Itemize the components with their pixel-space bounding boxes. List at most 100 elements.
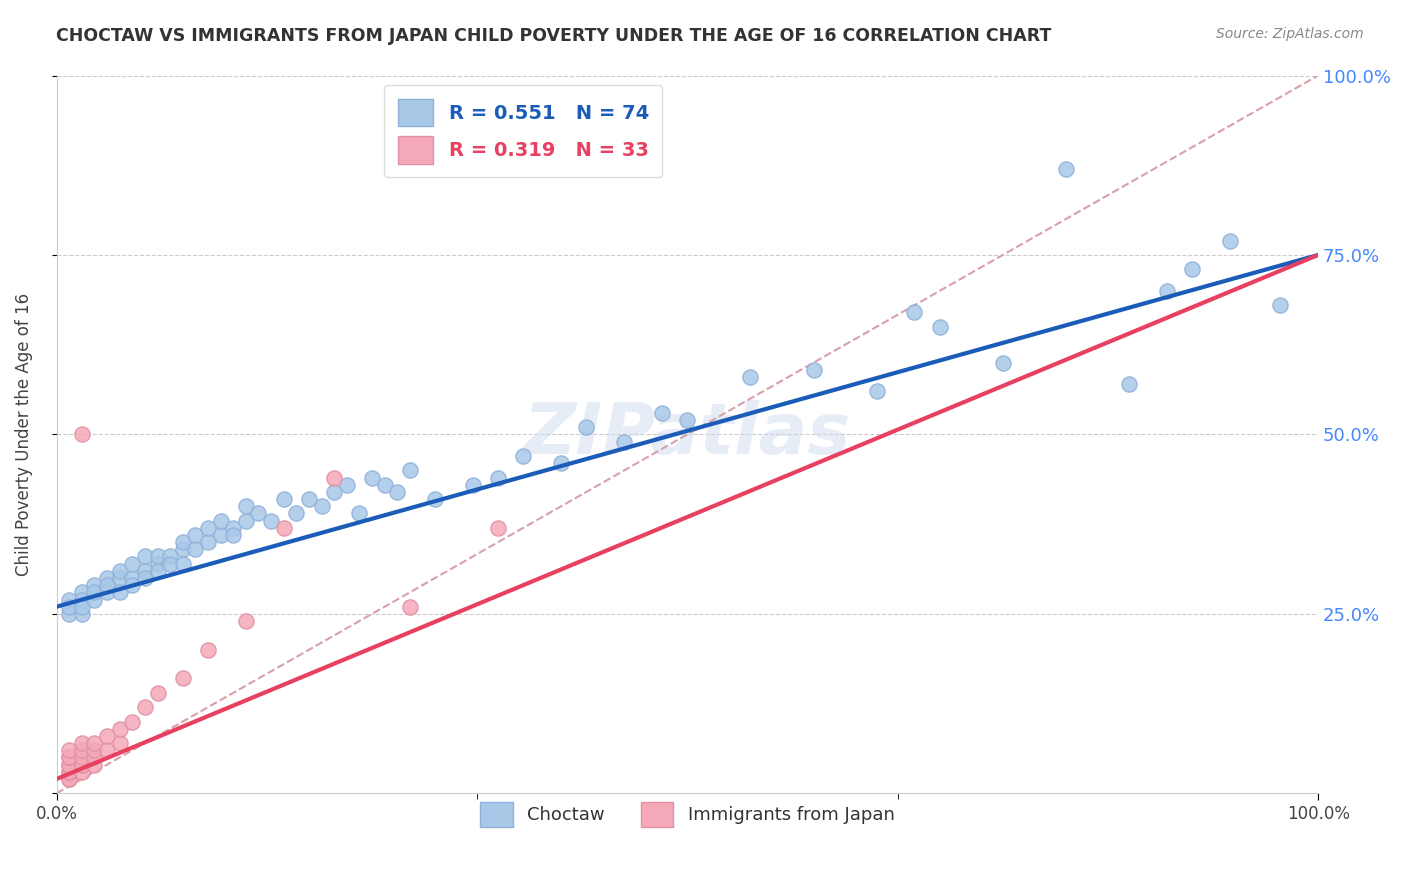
- Point: [70, 750, 93, 764]
- Point: [96, 571, 118, 585]
- Point: [613, 434, 636, 449]
- Point: [83, 757, 105, 772]
- Point: [58, 607, 80, 621]
- Point: [70, 607, 93, 621]
- Point: [260, 514, 283, 528]
- Point: [486, 521, 509, 535]
- Point: [740, 370, 762, 384]
- Y-axis label: Child Poverty Under the Age of 16: Child Poverty Under the Age of 16: [15, 293, 32, 576]
- Point: [70, 736, 93, 750]
- Point: [903, 305, 925, 319]
- Point: [146, 686, 169, 700]
- Point: [209, 528, 232, 542]
- Point: [159, 549, 181, 564]
- Point: [803, 363, 825, 377]
- Point: [865, 384, 887, 399]
- Point: [83, 578, 105, 592]
- Point: [486, 470, 509, 484]
- Point: [108, 736, 131, 750]
- Point: [235, 500, 257, 514]
- Point: [58, 599, 80, 614]
- Point: [398, 599, 420, 614]
- Point: [146, 564, 169, 578]
- Point: [285, 507, 308, 521]
- Point: [58, 750, 80, 764]
- Point: [70, 599, 93, 614]
- Point: [991, 356, 1014, 370]
- Point: [146, 549, 169, 564]
- Point: [83, 736, 105, 750]
- Point: [83, 585, 105, 599]
- Point: [361, 470, 384, 484]
- Point: [70, 743, 93, 757]
- Point: [96, 729, 118, 743]
- Point: [172, 535, 194, 549]
- Point: [550, 456, 572, 470]
- Point: [134, 564, 156, 578]
- Point: [70, 757, 93, 772]
- Point: [70, 757, 93, 772]
- Point: [184, 542, 207, 557]
- Point: [58, 764, 80, 779]
- Point: [398, 463, 420, 477]
- Point: [121, 714, 143, 729]
- Point: [575, 420, 598, 434]
- Point: [423, 491, 446, 506]
- Point: [58, 772, 80, 786]
- Point: [273, 491, 295, 506]
- Legend: Choctaw, Immigrants from Japan: Choctaw, Immigrants from Japan: [472, 795, 901, 835]
- Point: [197, 521, 219, 535]
- Point: [387, 484, 409, 499]
- Point: [108, 571, 131, 585]
- Point: [172, 557, 194, 571]
- Point: [172, 672, 194, 686]
- Point: [70, 592, 93, 607]
- Point: [121, 571, 143, 585]
- Point: [96, 578, 118, 592]
- Point: [58, 757, 80, 772]
- Point: [676, 413, 699, 427]
- Point: [512, 449, 534, 463]
- Point: [96, 585, 118, 599]
- Point: [374, 477, 396, 491]
- Point: [70, 427, 93, 442]
- Point: [1156, 284, 1178, 298]
- Text: CHOCTAW VS IMMIGRANTS FROM JAPAN CHILD POVERTY UNDER THE AGE OF 16 CORRELATION C: CHOCTAW VS IMMIGRANTS FROM JAPAN CHILD P…: [56, 27, 1052, 45]
- Point: [928, 319, 950, 334]
- Point: [70, 585, 93, 599]
- Point: [58, 757, 80, 772]
- Point: [134, 549, 156, 564]
- Point: [1219, 234, 1241, 248]
- Point: [108, 722, 131, 736]
- Point: [58, 750, 80, 764]
- Text: Source: ZipAtlas.com: Source: ZipAtlas.com: [1216, 27, 1364, 41]
- Point: [273, 521, 295, 535]
- Point: [323, 470, 346, 484]
- Point: [1181, 262, 1204, 277]
- Point: [651, 406, 673, 420]
- Point: [121, 557, 143, 571]
- Point: [96, 743, 118, 757]
- Point: [222, 528, 245, 542]
- Point: [83, 592, 105, 607]
- Point: [197, 642, 219, 657]
- Point: [58, 743, 80, 757]
- Point: [323, 484, 346, 499]
- Point: [298, 491, 321, 506]
- Point: [222, 521, 245, 535]
- Point: [58, 772, 80, 786]
- Point: [58, 764, 80, 779]
- Point: [108, 564, 131, 578]
- Text: ZIPatlas: ZIPatlas: [523, 400, 851, 469]
- Point: [336, 477, 359, 491]
- Point: [247, 507, 270, 521]
- Point: [461, 477, 484, 491]
- Point: [146, 557, 169, 571]
- Point: [349, 507, 371, 521]
- Point: [70, 764, 93, 779]
- Point: [83, 750, 105, 764]
- Point: [311, 500, 333, 514]
- Point: [134, 700, 156, 714]
- Point: [209, 514, 232, 528]
- Point: [197, 535, 219, 549]
